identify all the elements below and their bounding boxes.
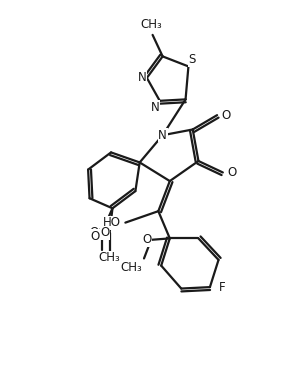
Text: F: F (219, 281, 225, 293)
Text: Methyl2: Methyl2 (91, 253, 96, 254)
Text: S: S (188, 53, 196, 66)
Text: Methoxy: Methoxy (98, 251, 104, 253)
Text: CH₃: CH₃ (99, 251, 120, 264)
Text: O: O (90, 225, 100, 238)
Text: O: O (227, 166, 236, 179)
Text: N: N (138, 72, 147, 84)
Text: O: O (89, 226, 98, 239)
Text: O: O (221, 109, 231, 122)
Text: N: N (151, 101, 160, 114)
Text: HO: HO (103, 216, 121, 229)
Text: O: O (142, 233, 151, 246)
Text: O: O (100, 226, 110, 239)
Text: Methyl: Methyl (100, 252, 105, 253)
Text: CH₃: CH₃ (140, 19, 162, 31)
Text: O: O (91, 230, 100, 243)
Text: N: N (158, 129, 167, 142)
Text: CH₃: CH₃ (121, 261, 143, 274)
